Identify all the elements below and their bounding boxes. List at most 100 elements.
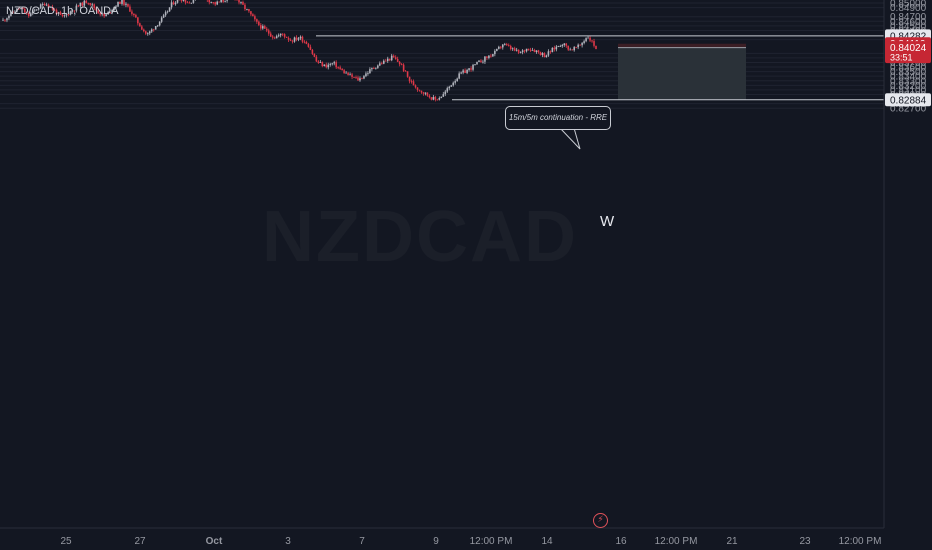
candle-body: [442, 94, 445, 97]
candle-body: [93, 4, 96, 9]
candle-body: [135, 15, 137, 18]
candle-body: [172, 2, 175, 5]
candle-body: [315, 56, 318, 62]
candle-body: [583, 41, 585, 43]
candle-body: [581, 42, 583, 46]
x-tick-label: 12:00 PM: [839, 536, 882, 547]
price-badge-label: 0.84024: [890, 43, 927, 54]
candle-body: [170, 2, 173, 8]
lightning-icon[interactable]: ⚡: [593, 513, 608, 528]
candle-body: [571, 49, 574, 51]
candle-body: [18, 8, 20, 10]
candle-body: [521, 50, 524, 53]
candle-body: [500, 46, 502, 48]
candle-body: [6, 18, 8, 21]
candle-body: [16, 8, 18, 12]
candle-body: [422, 92, 425, 94]
candles: [2, 0, 597, 102]
candle-body: [41, 3, 44, 5]
candle-body: [450, 85, 453, 87]
candle-body: [156, 25, 159, 27]
candle-body: [45, 4, 48, 6]
candle-body: [216, 1, 218, 5]
x-tick-label: 9: [433, 536, 439, 547]
candle-body: [258, 21, 260, 26]
annotation-callout[interactable]: 15m/5m continuation - RRE: [505, 106, 611, 130]
candle-body: [501, 44, 504, 48]
candle-body: [168, 7, 171, 12]
candle-body: [101, 13, 103, 15]
candle-body: [496, 48, 498, 51]
candle-body: [386, 58, 389, 62]
candle-body: [462, 70, 464, 73]
candle-body: [345, 72, 347, 74]
x-tick-label: 14: [541, 536, 553, 547]
take-profit-zone: [618, 47, 746, 100]
candle-body: [565, 43, 568, 46]
candle-body: [537, 50, 540, 53]
candle-body: [91, 4, 94, 6]
candle-body: [460, 72, 462, 74]
candle-body: [567, 45, 570, 50]
candle-body: [416, 87, 419, 90]
candle-body: [486, 56, 488, 58]
candle-body: [396, 58, 399, 62]
candle-body: [595, 45, 597, 50]
candle-body: [529, 49, 532, 51]
candle-body: [152, 29, 155, 31]
y-tick-label: 0.83700: [890, 58, 927, 69]
candle-body: [545, 55, 548, 58]
candle-body: [29, 13, 32, 17]
candle-body: [67, 14, 70, 15]
candle-body: [400, 64, 403, 65]
candle-body: [158, 21, 161, 26]
candle-body: [250, 11, 252, 15]
candle-body: [527, 48, 530, 50]
candle-body: [166, 11, 169, 13]
candle-body: [99, 12, 101, 15]
candle-body: [95, 8, 98, 11]
candle-body: [587, 37, 589, 39]
candle-body: [85, 0, 88, 3]
candle-body: [404, 70, 407, 72]
candle-body: [12, 11, 14, 13]
candle-body: [402, 64, 405, 71]
x-tick-label: 25: [60, 536, 72, 547]
candle-body: [97, 10, 99, 13]
y-tick-label: 0.82700: [890, 104, 927, 115]
candle-body: [182, 0, 185, 1]
candle-body: [325, 64, 328, 68]
candle-body: [420, 90, 423, 93]
candle-body: [154, 26, 157, 30]
candle-body: [593, 41, 595, 46]
candle-body: [533, 49, 536, 53]
stop-loss-zone: [618, 43, 746, 48]
candle-body: [513, 48, 516, 51]
candle-body: [269, 33, 272, 37]
candle-body: [51, 6, 54, 10]
price-badge-label: 0.84282: [890, 31, 927, 42]
candle-body: [363, 76, 365, 79]
candle-body: [313, 53, 316, 57]
candle-body: [31, 10, 34, 14]
symbol-title[interactable]: NZD/CAD, 1h, OANDA: [6, 5, 119, 17]
y-tick-label: 0.83200: [890, 81, 927, 92]
candle-body: [347, 72, 349, 76]
candle-body: [115, 6, 117, 8]
candle-body: [141, 26, 143, 30]
candle-body: [47, 4, 50, 8]
y-tick-label: 0.85000: [890, 0, 927, 10]
candle-body: [119, 1, 121, 4]
candle-body: [8, 15, 10, 19]
annotation-mark[interactable]: W: [600, 213, 615, 230]
candle-body: [160, 17, 163, 22]
candle-body: [585, 38, 587, 42]
candle-body: [331, 63, 334, 65]
price-badge: [885, 41, 931, 64]
candle-body: [377, 65, 379, 68]
candle-body: [263, 26, 266, 29]
candle-body: [327, 64, 330, 68]
candle-body: [293, 37, 296, 42]
